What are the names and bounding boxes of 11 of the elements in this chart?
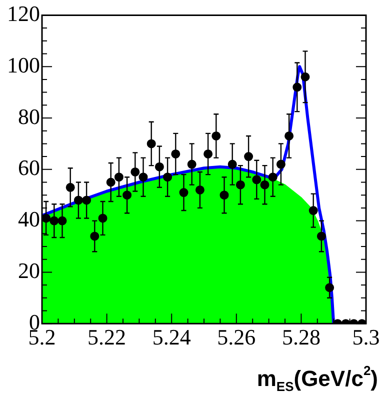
x-tick-label: 5.24 [152, 324, 191, 350]
x-tick-label: 5.22 [88, 324, 126, 350]
x-tick-label: 5.28 [282, 324, 320, 350]
y-tick-label: 120 [7, 0, 40, 26]
y-tick-label: 40 [18, 206, 40, 232]
x-tick-label: 5.3 [352, 324, 380, 350]
y-tick-label: 60 [18, 155, 40, 180]
x-tick-label: 5.26 [217, 324, 256, 350]
y-tick-label: 100 [7, 52, 40, 78]
y-tick-label: 80 [18, 104, 40, 129]
y-tick-label: 20 [18, 258, 40, 283]
